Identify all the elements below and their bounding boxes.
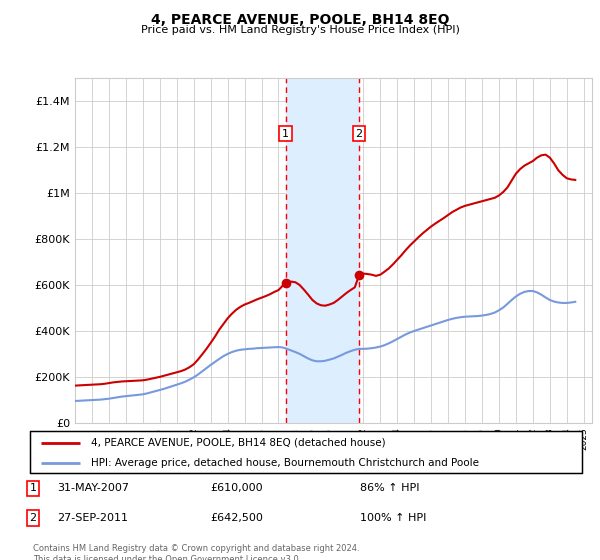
Text: 1: 1 (282, 128, 289, 138)
Text: 2: 2 (355, 128, 362, 138)
Text: £610,000: £610,000 (210, 483, 263, 493)
Text: 4, PEARCE AVENUE, POOLE, BH14 8EQ: 4, PEARCE AVENUE, POOLE, BH14 8EQ (151, 13, 449, 27)
Text: 2: 2 (29, 513, 37, 523)
Text: 100% ↑ HPI: 100% ↑ HPI (360, 513, 427, 523)
Text: Price paid vs. HM Land Registry's House Price Index (HPI): Price paid vs. HM Land Registry's House … (140, 25, 460, 35)
Text: HPI: Average price, detached house, Bournemouth Christchurch and Poole: HPI: Average price, detached house, Bour… (91, 458, 479, 468)
Text: 1: 1 (29, 483, 37, 493)
Text: 27-SEP-2011: 27-SEP-2011 (57, 513, 128, 523)
Bar (286, 78, 359, 423)
Text: 4, PEARCE AVENUE, POOLE, BH14 8EQ (detached house): 4, PEARCE AVENUE, POOLE, BH14 8EQ (detac… (91, 438, 385, 448)
Text: 31-MAY-2007: 31-MAY-2007 (57, 483, 129, 493)
Text: 86% ↑ HPI: 86% ↑ HPI (360, 483, 419, 493)
Text: £642,500: £642,500 (210, 513, 263, 523)
Text: Contains HM Land Registry data © Crown copyright and database right 2024.
This d: Contains HM Land Registry data © Crown c… (33, 544, 359, 560)
